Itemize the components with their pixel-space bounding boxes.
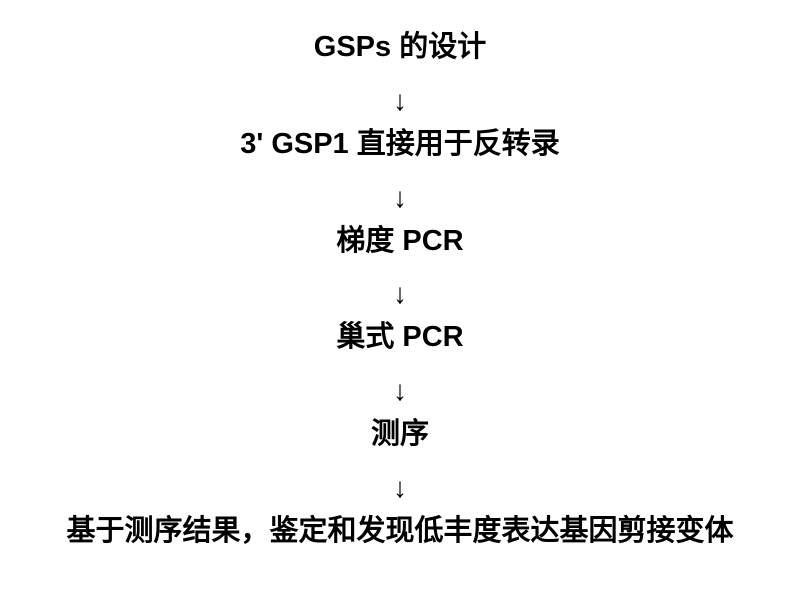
arrow-5: ↓ [393,474,407,502]
arrow-4: ↓ [393,377,407,405]
arrow-1: ↓ [393,87,407,115]
step-1: GSPs 的设计 [314,30,486,65]
step-2: 3' GSP1 直接用于反转录 [240,127,560,162]
arrow-2: ↓ [393,184,407,212]
step-6: 基于测序结果，鉴定和发现低丰度表达基因剪接变体 [66,514,733,549]
flowchart-container: GSPs 的设计 ↓ 3' GSP1 直接用于反转录 ↓ 梯度 PCR ↓ 巢式… [0,30,800,549]
step-5: 测序 [371,417,429,452]
step-4: 巢式 PCR [336,320,463,355]
arrow-3: ↓ [393,280,407,308]
step-3: 梯度 PCR [336,224,463,259]
